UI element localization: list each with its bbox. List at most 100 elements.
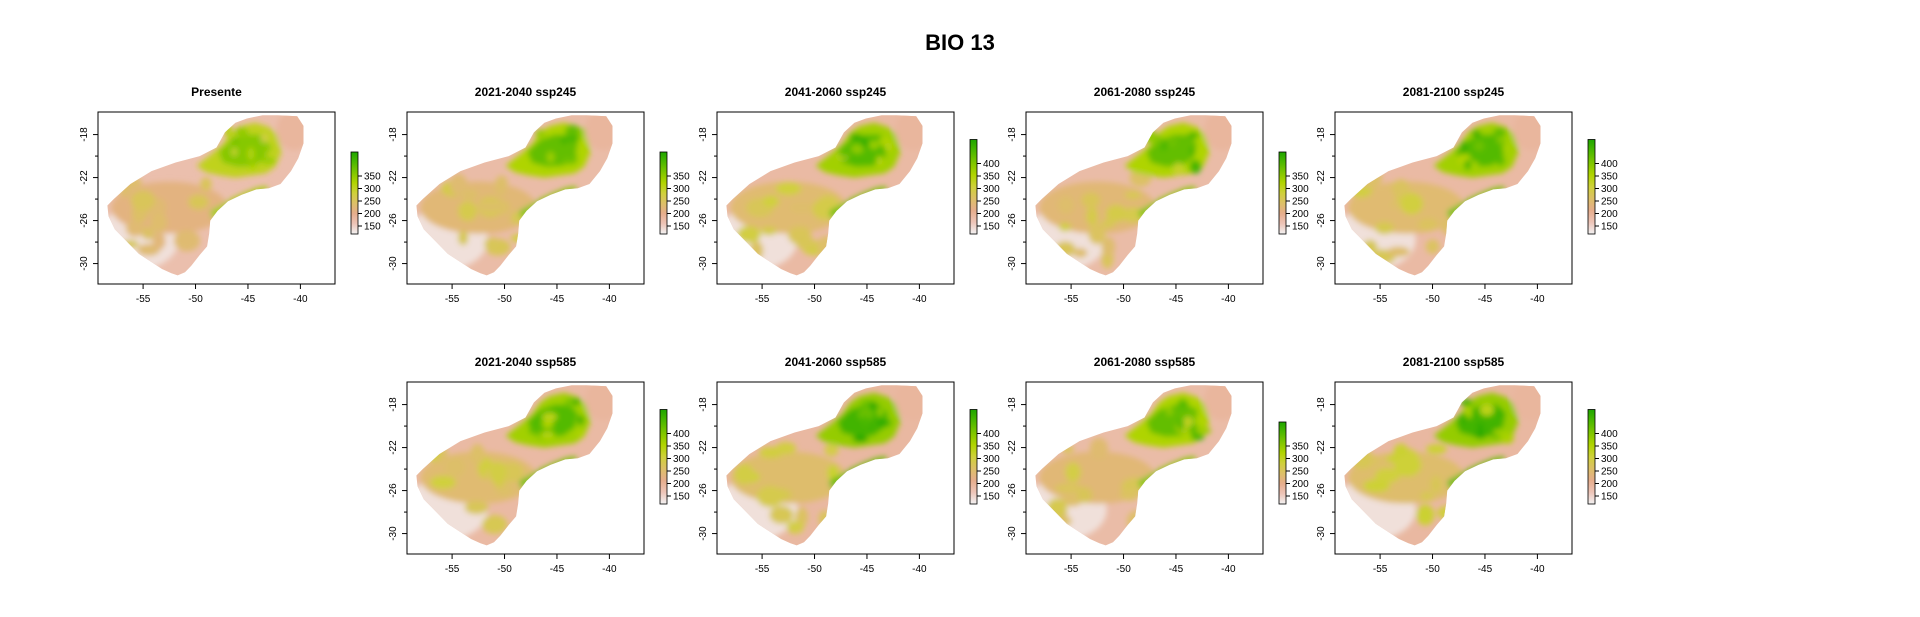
raster-patch [124, 177, 143, 189]
x-tick-label: -50 [497, 564, 512, 575]
map-panel: 2081-2100 ssp585 -55 -50 -45 -40 -18 -22 -26 -30… [1316, 355, 1618, 575]
legend-label: 350 [983, 172, 1000, 183]
x-tick-label: -45 [550, 294, 565, 305]
legend-label: 150 [1601, 222, 1618, 233]
raster-patch [1416, 504, 1435, 526]
figure-title: BIO 13 [925, 30, 995, 55]
raster-patch [868, 140, 879, 150]
raster-patch [573, 398, 581, 406]
x-tick-label: -50 [188, 294, 203, 305]
raster-patch [1101, 218, 1116, 229]
north-east-zone [585, 385, 613, 421]
y-tick-label: -18 [1316, 397, 1327, 412]
legend-label: 400 [1601, 429, 1618, 440]
x-tick-label: -45 [550, 564, 565, 575]
raster-patch [1088, 222, 1106, 245]
y-tick-label: -18 [1316, 127, 1327, 142]
legend-label: 150 [1601, 492, 1618, 503]
legend-label: 250 [983, 467, 1000, 478]
raster-patch [1054, 241, 1076, 257]
raster-patch [260, 157, 276, 165]
legend-label: 300 [673, 184, 690, 195]
raster-patch [249, 141, 265, 150]
raster-patch [1369, 455, 1381, 466]
legend-label: 250 [364, 197, 381, 208]
raster-patch [761, 226, 777, 236]
raster-patch [1119, 488, 1136, 501]
y-tick-label: -30 [388, 526, 399, 541]
panel-title: 2021-2040 ssp245 [475, 85, 577, 99]
raster-patch [1160, 141, 1168, 150]
raster-patch [818, 510, 831, 527]
raster-layer [726, 385, 923, 546]
x-tick-label: -50 [1425, 564, 1440, 575]
raster-patch [775, 182, 802, 196]
raster-layer [416, 115, 613, 276]
legend-label: 350 [673, 442, 690, 453]
x-tick-label: -45 [860, 294, 875, 305]
raster-patch [1172, 162, 1185, 176]
raster-patch [495, 175, 508, 189]
raster-patch [852, 435, 869, 443]
raster-patch [823, 520, 834, 534]
legend-label: 300 [364, 184, 381, 195]
x-tick-label: -50 [1425, 294, 1440, 305]
legend-label: 400 [983, 429, 1000, 440]
raster-patch [1441, 218, 1459, 236]
y-tick-label: -26 [698, 213, 709, 228]
legend-label: 350 [1601, 172, 1618, 183]
raster-patch [1460, 141, 1467, 155]
y-tick-label: -30 [1007, 526, 1018, 541]
legend-label: 150 [673, 492, 690, 503]
plot-frame [406, 111, 645, 285]
raster-patch [1101, 237, 1116, 257]
legend-label: 150 [364, 222, 381, 233]
raster-patch [1065, 462, 1081, 483]
legend-label: 250 [1292, 467, 1309, 478]
legend-label: 150 [1292, 492, 1309, 503]
color-legend-bar [1278, 421, 1287, 505]
legend-label: 300 [1601, 454, 1618, 465]
legend-label: 300 [983, 454, 1000, 465]
raster-patch [1502, 143, 1509, 153]
raster-patch [539, 430, 555, 438]
x-tick-label: -50 [807, 294, 822, 305]
raster-patch [235, 127, 249, 137]
y-tick-label: -18 [698, 127, 709, 142]
y-tick-label: -26 [698, 483, 709, 498]
raster-patch [188, 194, 209, 210]
raster-patch [1457, 414, 1469, 424]
x-tick-label: -40 [1530, 564, 1545, 575]
raster-layer [1035, 385, 1232, 546]
raster-patch [535, 129, 546, 139]
raster-patch [1177, 398, 1188, 409]
raster-patch [756, 485, 784, 508]
raster-patch [734, 463, 755, 485]
legend-label: 350 [673, 172, 690, 183]
raster-patch [1073, 248, 1088, 258]
x-tick-label: -50 [1116, 294, 1131, 305]
y-tick-label: -18 [388, 397, 399, 412]
x-tick-label: -50 [497, 294, 512, 305]
raster-patch [1363, 479, 1390, 493]
x-tick-label: -50 [1116, 564, 1131, 575]
raster-patch [484, 237, 500, 250]
raster-patch [1394, 454, 1422, 476]
raster-patch [861, 137, 868, 149]
raster-patch [1076, 486, 1093, 504]
legend-label: 200 [1601, 209, 1618, 220]
raster-patch [478, 201, 504, 212]
legend-label: 150 [1292, 222, 1309, 233]
raster-patch [1436, 505, 1462, 520]
x-tick-label: -45 [241, 294, 256, 305]
raster-patch [561, 157, 578, 165]
legend-label: 200 [673, 479, 690, 490]
x-tick-label: -55 [136, 294, 151, 305]
x-tick-label: -50 [807, 564, 822, 575]
y-tick-label: -26 [388, 483, 399, 498]
map-panel: 2041-2060 ssp245 -55 -50 -45 -40 -18 -22 -26 -30… [698, 85, 1000, 305]
x-tick-label: -40 [912, 294, 927, 305]
raster-patch [861, 415, 869, 428]
legend-label: 300 [1292, 184, 1309, 195]
